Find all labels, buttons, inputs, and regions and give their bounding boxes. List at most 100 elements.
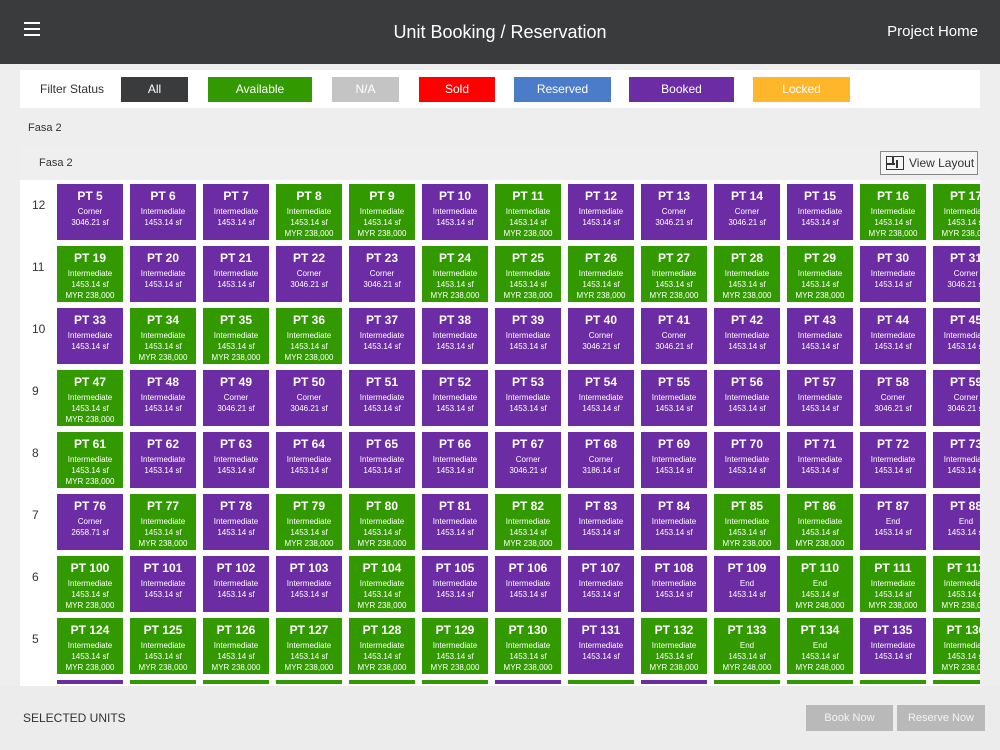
unit-tile[interactable]: PT 64 Intermediate 1453.14 sf bbox=[276, 432, 342, 488]
unit-tile[interactable]: PT 83 Intermediate 1453.14 sf bbox=[568, 494, 634, 550]
unit-tile[interactable]: PT 104 Intermediate 1453.14 sf MYR 238,000 bbox=[349, 556, 415, 612]
unit-tile[interactable]: PT 26 Intermediate 1453.14 sf MYR 238,000 bbox=[568, 246, 634, 302]
unit-tile[interactable]: PT 40 Corner 3046.21 sf bbox=[568, 308, 634, 364]
unit-tile[interactable]: PT 43 Intermediate 1453.14 sf bbox=[787, 308, 853, 364]
filter-reserved-button[interactable]: Reserved bbox=[514, 77, 611, 102]
unit-tile[interactable]: PT 77 Intermediate 1453.14 sf MYR 238,000 bbox=[130, 494, 196, 550]
unit-tile[interactable]: PT 59 Corner 3046.21 sf bbox=[933, 370, 980, 426]
unit-tile[interactable]: PT 13 Corner 3046.21 sf bbox=[641, 184, 707, 240]
reserve-now-button[interactable]: Reserve Now bbox=[897, 705, 985, 731]
unit-tile[interactable]: PT 103 Intermediate 1453.14 sf bbox=[276, 556, 342, 612]
unit-tile[interactable]: PT 11 Intermediate 1453.14 sf MYR 238,000 bbox=[495, 184, 561, 240]
unit-tile[interactable]: PT 136 Intermediate 1453.14 sf MYR 238,000 bbox=[933, 618, 980, 674]
unit-tile[interactable]: PT 8 Intermediate 1453.14 sf MYR 238,000 bbox=[276, 184, 342, 240]
filter-available-button[interactable]: Available bbox=[208, 77, 312, 102]
unit-tile[interactable]: PT 76 Corner 2658.71 sf bbox=[57, 494, 123, 550]
menu-icon[interactable] bbox=[24, 22, 46, 42]
unit-tile[interactable]: PT 68 Corner 3186.14 sf bbox=[568, 432, 634, 488]
unit-tile[interactable]: PT 5 Corner 3046.21 sf bbox=[57, 184, 123, 240]
unit-tile[interactable]: PT 34 Intermediate 1453.14 sf MYR 238,000 bbox=[130, 308, 196, 364]
unit-tile[interactable]: PT 131 Intermediate 1453.14 sf bbox=[568, 618, 634, 674]
unit-tile[interactable]: PT 78 Intermediate 1453.14 sf bbox=[203, 494, 269, 550]
unit-tile[interactable]: PT 82 Intermediate 1453.14 sf MYR 238,000 bbox=[495, 494, 561, 550]
unit-tile[interactable]: PT 28 Intermediate 1453.14 sf MYR 238,000 bbox=[714, 246, 780, 302]
view-layout-button[interactable]: View Layout bbox=[880, 151, 978, 175]
unit-tile[interactable]: PT 108 Intermediate 1453.14 sf bbox=[641, 556, 707, 612]
unit-tile[interactable]: PT 88 End 1453.14 sf bbox=[933, 494, 980, 550]
unit-tile[interactable]: PT 53 Intermediate 1453.14 sf bbox=[495, 370, 561, 426]
unit-tile[interactable]: PT 51 Intermediate 1453.14 sf bbox=[349, 370, 415, 426]
unit-tile[interactable]: PT 55 Intermediate 1453.14 sf bbox=[641, 370, 707, 426]
unit-tile[interactable]: PT 81 Intermediate 1453.14 sf bbox=[422, 494, 488, 550]
unit-tile[interactable]: PT 54 Intermediate 1453.14 sf bbox=[568, 370, 634, 426]
unit-tile[interactable]: PT 85 Intermediate 1453.14 sf MYR 238,000 bbox=[714, 494, 780, 550]
unit-tile[interactable]: PT 17 Intermediate 1453.14 sf MYR 238,000 bbox=[933, 184, 980, 240]
unit-tile[interactable]: PT 39 Intermediate 1453.14 sf bbox=[495, 308, 561, 364]
unit-tile-partial[interactable] bbox=[203, 680, 269, 684]
unit-tile[interactable]: PT 23 Corner 3046.21 sf bbox=[349, 246, 415, 302]
unit-tile[interactable]: PT 80 Intermediate 1453.14 sf MYR 238,000 bbox=[349, 494, 415, 550]
unit-tile[interactable]: PT 71 Intermediate 1453.14 sf bbox=[787, 432, 853, 488]
unit-tile[interactable]: PT 127 Intermediate 1453.14 sf MYR 238,000 bbox=[276, 618, 342, 674]
unit-tile[interactable]: PT 33 Intermediate 1453.14 sf bbox=[57, 308, 123, 364]
unit-tile[interactable]: PT 105 Intermediate 1453.14 sf bbox=[422, 556, 488, 612]
unit-tile[interactable]: PT 48 Intermediate 1453.14 sf bbox=[130, 370, 196, 426]
unit-tile-partial[interactable] bbox=[641, 680, 707, 684]
unit-tile[interactable]: PT 30 Intermediate 1453.14 sf bbox=[860, 246, 926, 302]
unit-tile-partial[interactable] bbox=[276, 680, 342, 684]
unit-tile[interactable]: PT 35 Intermediate 1453.14 sf MYR 238,000 bbox=[203, 308, 269, 364]
unit-tile[interactable]: PT 22 Corner 3046.21 sf bbox=[276, 246, 342, 302]
unit-tile[interactable]: PT 49 Corner 3046.21 sf bbox=[203, 370, 269, 426]
unit-tile[interactable]: PT 24 Intermediate 1453.14 sf MYR 238,000 bbox=[422, 246, 488, 302]
unit-tile[interactable]: PT 70 Intermediate 1453.14 sf bbox=[714, 432, 780, 488]
unit-tile[interactable]: PT 100 Intermediate 1453.14 sf MYR 238,000 bbox=[57, 556, 123, 612]
unit-tile[interactable]: PT 130 Intermediate 1453.14 sf MYR 238,000 bbox=[495, 618, 561, 674]
unit-tile[interactable]: PT 10 Intermediate 1453.14 sf bbox=[422, 184, 488, 240]
unit-tile[interactable]: PT 67 Corner 3046.21 sf bbox=[495, 432, 561, 488]
book-now-button[interactable]: Book Now bbox=[806, 705, 893, 731]
unit-tile[interactable]: PT 44 Intermediate 1453.14 sf bbox=[860, 308, 926, 364]
unit-tile[interactable]: PT 124 Intermediate 1453.14 sf MYR 238,000 bbox=[57, 618, 123, 674]
unit-tile[interactable]: PT 112 Intermediate 1453.14 sf MYR 238,000 bbox=[933, 556, 980, 612]
unit-tile-partial[interactable] bbox=[130, 680, 196, 684]
unit-tile-partial[interactable] bbox=[787, 680, 853, 684]
unit-tile[interactable]: PT 63 Intermediate 1453.14 sf bbox=[203, 432, 269, 488]
unit-tile[interactable]: PT 134 End 1453.14 sf MYR 248,000 bbox=[787, 618, 853, 674]
unit-tile-partial[interactable] bbox=[568, 680, 634, 684]
unit-tile-partial[interactable] bbox=[495, 680, 561, 684]
unit-tile[interactable]: PT 25 Intermediate 1453.14 sf MYR 238,000 bbox=[495, 246, 561, 302]
unit-tile[interactable]: PT 135 Intermediate 1453.14 sf bbox=[860, 618, 926, 674]
unit-tile[interactable]: PT 57 Intermediate 1453.14 sf bbox=[787, 370, 853, 426]
unit-tile[interactable]: PT 6 Intermediate 1453.14 sf bbox=[130, 184, 196, 240]
unit-tile[interactable]: PT 52 Intermediate 1453.14 sf bbox=[422, 370, 488, 426]
filter-sold-button[interactable]: Sold bbox=[419, 77, 495, 102]
filter-all-button[interactable]: All bbox=[121, 77, 188, 102]
unit-tile[interactable]: PT 87 End 1453.14 sf bbox=[860, 494, 926, 550]
unit-tile-partial[interactable] bbox=[860, 680, 926, 684]
unit-tile[interactable]: PT 132 Intermediate 1453.14 sf MYR 238,000 bbox=[641, 618, 707, 674]
unit-tile[interactable]: PT 41 Corner 3046.21 sf bbox=[641, 308, 707, 364]
unit-tile-partial[interactable] bbox=[57, 680, 123, 684]
unit-tile[interactable]: PT 47 Intermediate 1453.14 sf MYR 238,000 bbox=[57, 370, 123, 426]
unit-tile[interactable]: PT 14 Corner 3046.21 sf bbox=[714, 184, 780, 240]
unit-tile[interactable]: PT 42 Intermediate 1453.14 sf bbox=[714, 308, 780, 364]
unit-tile[interactable]: PT 79 Intermediate 1453.14 sf MYR 238,000 bbox=[276, 494, 342, 550]
unit-tile[interactable]: PT 73 Intermediate 1453.14 sf bbox=[933, 432, 980, 488]
unit-tile[interactable]: PT 45 Intermediate 1453.14 sf bbox=[933, 308, 980, 364]
unit-tile[interactable]: PT 129 Intermediate 1453.14 sf MYR 238,000 bbox=[422, 618, 488, 674]
unit-tile[interactable]: PT 36 Intermediate 1453.14 sf MYR 238,000 bbox=[276, 308, 342, 364]
unit-tile[interactable]: PT 66 Intermediate 1453.14 sf bbox=[422, 432, 488, 488]
unit-tile[interactable]: PT 110 End 1453.14 sf MYR 248,000 bbox=[787, 556, 853, 612]
filter-locked-button[interactable]: Locked bbox=[753, 77, 850, 102]
unit-tile[interactable]: PT 111 Intermediate 1453.14 sf MYR 238,000 bbox=[860, 556, 926, 612]
unit-tile[interactable]: PT 12 Intermediate 1453.14 sf bbox=[568, 184, 634, 240]
unit-tile-partial[interactable] bbox=[349, 680, 415, 684]
unit-tile[interactable]: PT 7 Intermediate 1453.14 sf bbox=[203, 184, 269, 240]
unit-tile[interactable]: PT 125 Intermediate 1453.14 sf MYR 238,000 bbox=[130, 618, 196, 674]
filter-booked-button[interactable]: Booked bbox=[629, 77, 734, 102]
unit-tile[interactable]: PT 86 Intermediate 1453.14 sf MYR 238,000 bbox=[787, 494, 853, 550]
unit-tile[interactable]: PT 107 Intermediate 1453.14 sf bbox=[568, 556, 634, 612]
unit-tile[interactable]: PT 72 Intermediate 1453.14 sf bbox=[860, 432, 926, 488]
unit-tile[interactable]: PT 9 Intermediate 1453.14 sf MYR 238,000 bbox=[349, 184, 415, 240]
unit-tile-partial[interactable] bbox=[714, 680, 780, 684]
